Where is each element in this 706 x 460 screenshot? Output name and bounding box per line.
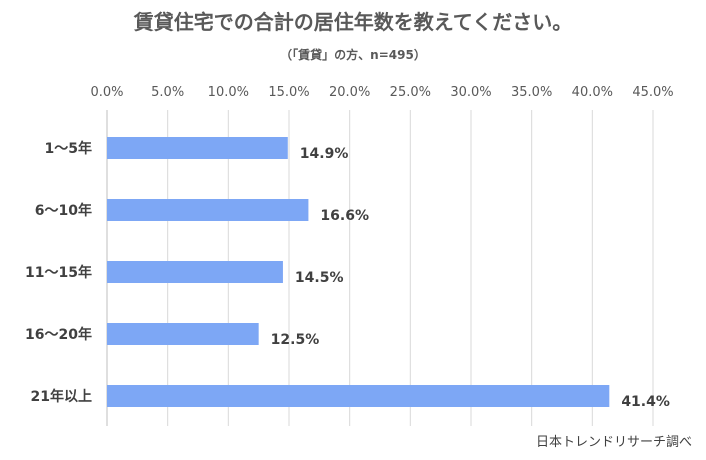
x-tick-label: 15.0% [268, 85, 309, 100]
bar [107, 199, 309, 221]
x-tick-label: 40.0% [572, 85, 613, 100]
data-label: 14.9% [300, 146, 349, 162]
bar [107, 385, 610, 407]
bar [107, 137, 288, 159]
x-tick-label: 30.0% [450, 85, 491, 100]
category-label: 6～10年 [35, 202, 92, 219]
source-note: 日本トレンドリサーチ調べ [535, 435, 692, 450]
bar [107, 261, 283, 283]
x-tick-label: 45.0% [632, 85, 673, 100]
bar [107, 323, 259, 345]
data-label: 14.5% [295, 270, 344, 286]
chart-title: 賃貸住宅での合計の居住年数を教えてください。 [133, 10, 573, 34]
x-tick-label: 10.0% [208, 85, 249, 100]
x-tick-label: 20.0% [329, 85, 370, 100]
data-label: 16.6% [320, 208, 369, 224]
x-tick-label: 35.0% [511, 85, 552, 100]
x-tick-label: 25.0% [390, 85, 431, 100]
category-label: 16～20年 [25, 326, 92, 343]
category-label: 11～15年 [25, 264, 92, 281]
category-label: 1～5年 [45, 140, 92, 157]
data-label: 12.5% [271, 332, 320, 348]
x-tick-label: 0.0% [90, 85, 123, 100]
category-label: 21年以上 [31, 388, 92, 405]
chart-subtitle: （「賃貸」の方、n=495） [280, 48, 426, 62]
x-tick-label: 5.0% [151, 85, 184, 100]
data-label: 41.4% [621, 394, 670, 410]
